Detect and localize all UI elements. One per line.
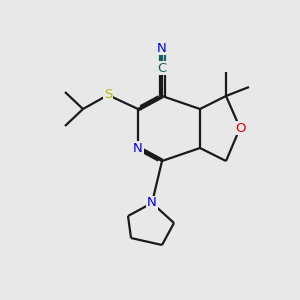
Text: C: C [158, 61, 166, 74]
Text: S: S [104, 88, 112, 101]
Text: N: N [147, 196, 157, 209]
Text: O: O [235, 122, 245, 134]
Text: N: N [133, 142, 143, 154]
Text: N: N [157, 41, 167, 55]
